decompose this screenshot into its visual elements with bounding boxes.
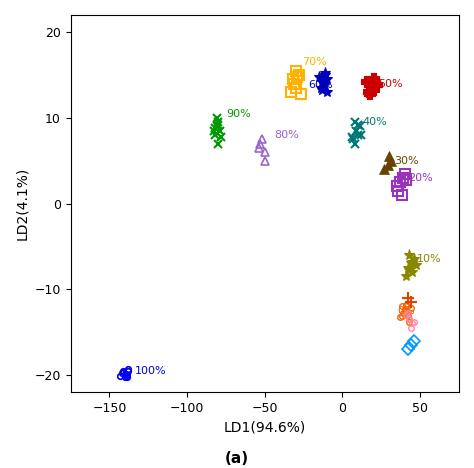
Text: 20%: 20%: [408, 173, 432, 183]
Text: 80%: 80%: [274, 130, 299, 140]
Text: 30%: 30%: [394, 156, 419, 166]
Y-axis label: LD2(4.1%): LD2(4.1%): [15, 167, 29, 240]
Text: 70%: 70%: [302, 57, 327, 67]
X-axis label: LD1(94.6%): LD1(94.6%): [224, 420, 306, 434]
Text: 0%: 0%: [397, 306, 414, 315]
Text: 60%: 60%: [308, 80, 333, 90]
Text: 50%: 50%: [378, 79, 403, 88]
Text: (a): (a): [225, 451, 249, 466]
Text: 40%: 40%: [363, 117, 387, 127]
Text: 90%: 90%: [226, 109, 251, 118]
Text: 10%: 10%: [417, 254, 442, 264]
Text: 100%: 100%: [134, 366, 166, 376]
